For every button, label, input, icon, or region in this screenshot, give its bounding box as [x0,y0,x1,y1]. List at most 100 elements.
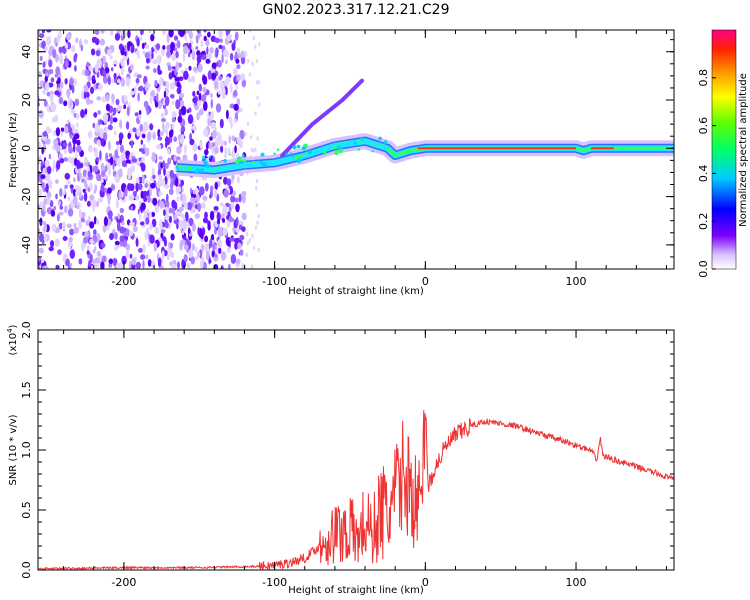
spectrogram-noise-cell [228,135,231,144]
spectrogram-noise-cell [171,101,175,106]
spectrogram-noise-cell [40,174,46,180]
spectrogram-noise-cell [99,38,106,46]
spectrogram-noise-cell [39,55,43,62]
spectrogram-signal-speck [216,166,220,169]
spectrogram-noise-cell [226,178,232,187]
spectrogram-noise-cell [113,60,118,65]
spectrogram-noise-cell [248,30,252,33]
spectrogram-noise-cell [56,160,61,170]
spectrogram-noise-cell [111,93,115,102]
spectrogram-noise-cell [237,53,243,59]
spectrogram-noise-cell [146,83,152,88]
spectrogram-noise-cell [184,144,187,154]
spectrogram-noise-cell [56,213,60,222]
spectrogram-noise-cell [96,200,99,208]
spectrogram-noise-cell [119,235,125,243]
spectrogram-noise-cell [121,227,127,233]
spectrogram-noise-cell [57,249,62,256]
spectrogram-noise-cell [186,201,193,211]
spectrogram-noise-cell [100,30,105,34]
spectrogram-noise-cell [228,263,231,269]
spectrogram-noise-cell [212,243,216,252]
spectrogram-noise-cell [237,242,242,250]
spectrogram-noise-cell [218,44,223,50]
spectrogram-noise-cell [69,262,73,268]
spectrogram-noise-cell [217,90,221,95]
spectrogram-noise-cell [157,257,162,268]
spectrogram-noise-cell [203,101,208,112]
colorbar-tick-label: 0.0 [697,260,710,278]
spectrogram-noise-cell [180,213,185,219]
spectrogram-noise-cell [205,142,209,150]
spectrogram-noise-cell [135,182,139,192]
spectrogram-noise-cell [135,50,140,55]
spectrogram-noise-cell [84,156,88,163]
spectrogram-signal-speck [290,152,293,155]
spectrogram-noise-cell [116,221,121,232]
spectrogram-noise-cell [81,243,87,249]
spectrogram-noise-cell [213,206,219,211]
spectrogram-noise-cell [74,65,77,72]
spectrogram-noise-cell [58,211,64,216]
spectrogram-noise-cell [109,156,114,166]
spectrogram-noise-cell [171,117,176,123]
spectrogram-noise-cell [79,191,82,199]
spectrogram-noise-cell [130,43,135,54]
y-tick-label: 20 [20,93,33,107]
spectrogram-noise-cell [182,154,188,162]
spectrogram-signal-speck [262,162,267,168]
spectrogram-noise-cell [66,223,72,229]
spectrogram-noise-cell [73,143,76,153]
spectrogram-noise-cell [174,177,179,187]
spectrogram-noise-cell [113,130,118,135]
spectrogram-noise-cell [125,77,131,87]
colorbar-tick-label: 0.8 [697,69,710,87]
spectrogram-noise-cell [183,253,188,263]
spectrogram-noise-cell [62,46,67,55]
spectrogram-noise-cell [254,44,257,49]
spectrogram-noise-cell [114,174,121,184]
spectrogram-noise-cell [257,80,261,85]
spectrogram-signal-speck [195,170,199,175]
spectrogram-noise-cell [68,146,74,154]
spectrogram-noise-cell [100,190,105,198]
spectrogram-signal-speck [202,155,206,160]
spectrogram-noise-cell [115,262,120,269]
spectrogram-noise-cell [64,172,71,180]
spectrogram-noise-cell [171,51,177,61]
spectrogram-noise-cell [171,111,177,118]
spectrogram-noise-cell [88,65,93,71]
spectrogram-noise-cell [144,230,149,241]
spectrogram-noise-cell [54,114,59,122]
spectrogram-noise-cell [176,40,181,49]
spectrogram-noise-cell [114,240,120,246]
spectrogram-noise-cell [118,43,124,51]
spectrogram-noise-cell [94,36,97,42]
spectrogram-noise-cell [81,178,85,183]
spectrogram-noise-cell [215,47,219,57]
spectrogram-noise-cell [125,159,131,164]
spectrogram-noise-cell [231,135,235,141]
spectrogram-noise-cell [73,78,77,87]
spectrogram-noise-cell [217,218,221,225]
spectrogram-noise-cell [135,78,140,84]
spectrogram-noise-cell [216,193,220,202]
spectrogram-noise-cell [152,44,157,50]
spectrogram-noise-cell [233,103,239,111]
spectrogram-signal-speck [371,143,375,146]
spectrogram-noise-cell [148,30,152,34]
spectrogram-noise-cell [241,78,246,88]
spectrogram-signal-speck [260,152,265,157]
spectrogram-noise-cell [254,147,257,152]
spectrogram-noise-cell [207,70,212,80]
spectrogram-noise-cell [43,223,48,233]
spectrogram-noise-cell [76,113,80,120]
spectrogram-noise-cell [177,186,182,193]
spectrogram-noise-cell [105,103,111,112]
spectrogram-noise-cell [157,129,161,138]
spectrogram-noise-cell [171,123,175,130]
spectrogram-noise-cell [183,45,189,55]
spectrogram-noise-cell [203,35,207,42]
spectrogram-y-axis-label: Frequency (Hz) [8,112,19,188]
spectrogram-noise-cell [79,172,83,180]
